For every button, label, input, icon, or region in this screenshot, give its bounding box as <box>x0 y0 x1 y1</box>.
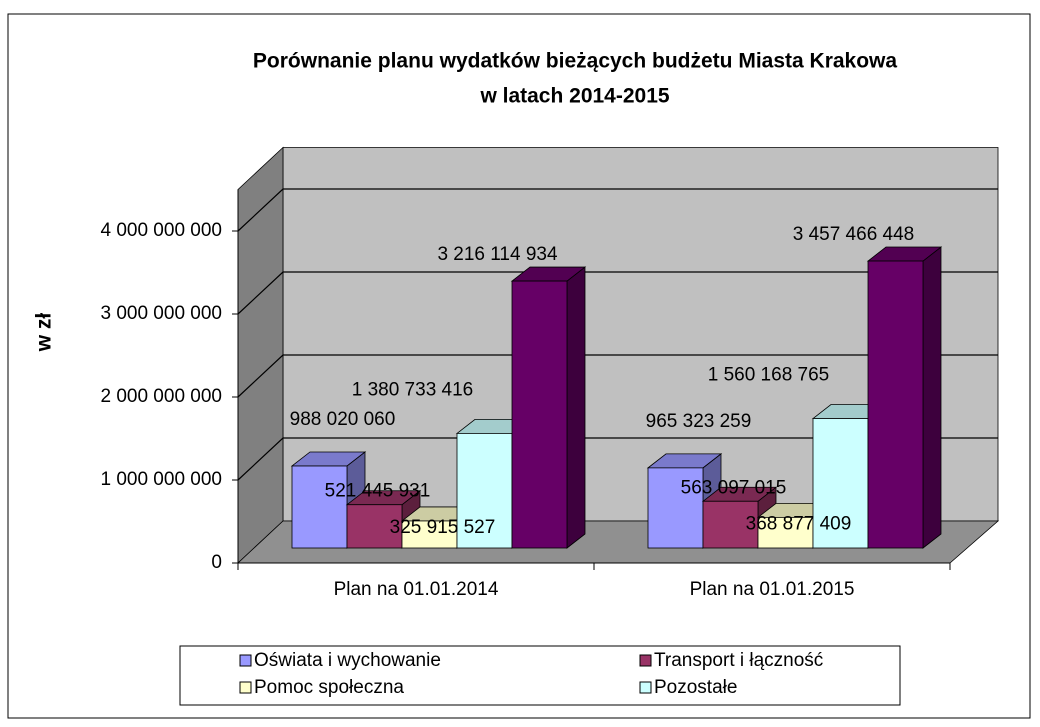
bar <box>401 520 458 549</box>
legend-swatch <box>239 681 252 694</box>
bar <box>456 432 513 549</box>
data-label: 563 097 015 <box>681 477 787 498</box>
legend-swatch <box>639 654 652 667</box>
bar <box>867 260 924 549</box>
legend-label: Pomoc społeczna <box>254 677 404 698</box>
data-label: 965 323 259 <box>646 411 752 432</box>
y-tick-label: 4 000 000 000 <box>100 220 222 241</box>
y-axis-label: w zł <box>33 313 56 353</box>
bar <box>812 418 869 549</box>
data-label: 368 877 409 <box>746 513 852 534</box>
legend <box>179 645 901 706</box>
y-tick-label: 1 000 000 000 <box>100 469 222 490</box>
bar <box>702 500 759 549</box>
bar-side <box>922 246 942 549</box>
legend-label: Pozostałe <box>654 677 737 698</box>
x-tick-label: Plan na 01.01.2015 <box>690 579 855 600</box>
data-label: 3 216 114 934 <box>437 244 558 265</box>
grid-line <box>237 437 998 481</box>
y-tick-label: 3 000 000 000 <box>100 303 222 324</box>
legend-label: Oświata i wychowanie <box>254 650 441 671</box>
legend-swatch <box>639 681 652 694</box>
data-label: 1 560 168 765 <box>708 365 830 386</box>
chart-title: w latach 2014-2015 <box>479 85 669 108</box>
y-tick-label: 2 000 000 000 <box>100 386 222 407</box>
bar <box>511 280 568 549</box>
data-label: 988 020 060 <box>290 409 396 430</box>
bar <box>291 465 348 549</box>
data-label: 325 915 527 <box>390 517 496 538</box>
data-label: 1 380 733 416 <box>352 379 474 400</box>
bar-side <box>566 266 586 549</box>
grid-line <box>237 271 998 315</box>
y-tick-label: 0 <box>211 552 222 573</box>
data-label: 521 445 931 <box>325 481 431 502</box>
data-label: 3 457 466 448 <box>793 224 915 245</box>
bar <box>757 516 814 549</box>
x-tick-label: Plan na 01.01.2014 <box>334 579 499 600</box>
grid-line <box>237 188 998 232</box>
grid-line <box>237 354 998 398</box>
legend-swatch <box>239 654 252 667</box>
chart-title: Porównanie planu wydatków bieżących budż… <box>253 50 897 73</box>
legend-label: Transport i łączność <box>654 650 823 671</box>
bar <box>647 467 704 549</box>
